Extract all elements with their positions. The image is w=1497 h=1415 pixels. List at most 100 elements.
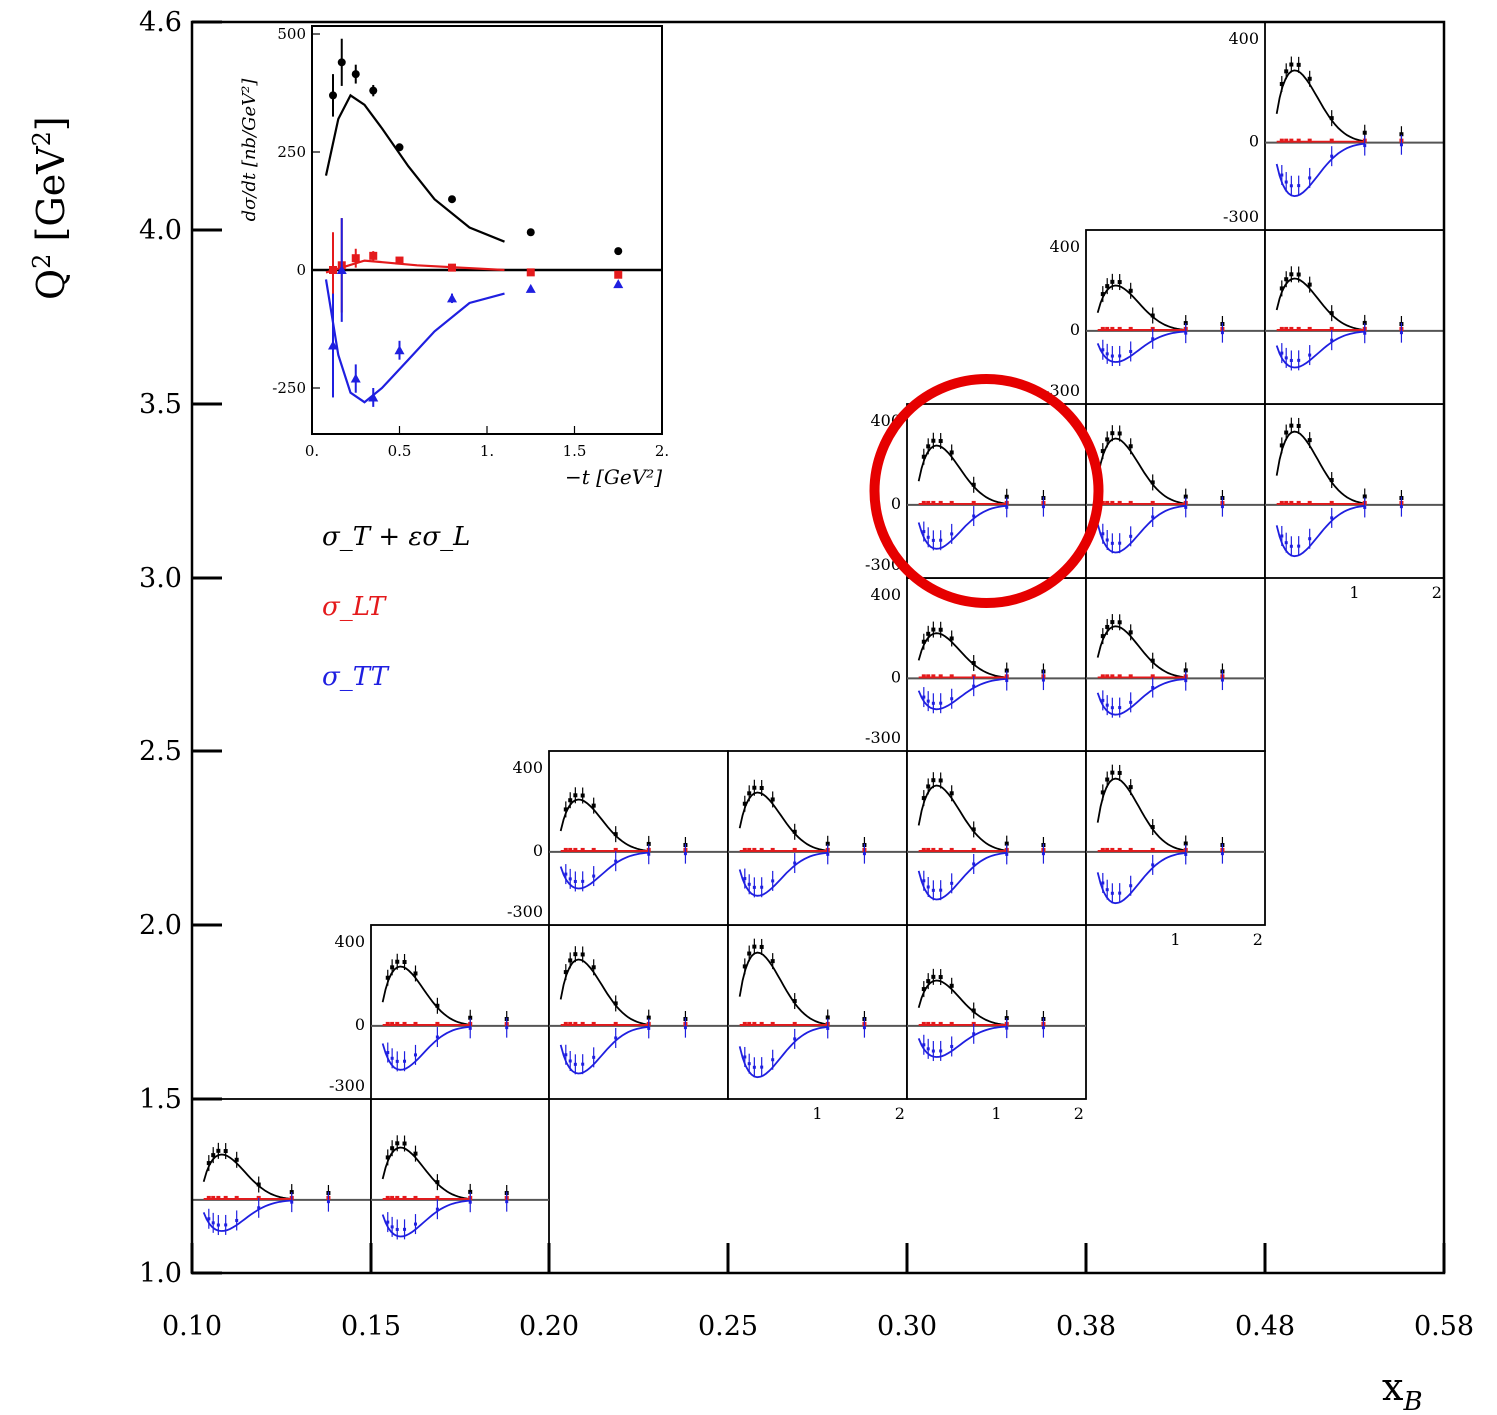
point-sigma-lt bbox=[1110, 674, 1115, 679]
point-sigma-tt bbox=[257, 1206, 261, 1210]
panel-frame bbox=[370, 924, 550, 1100]
point-sigma-lt bbox=[921, 500, 926, 505]
point-sigma-tt bbox=[1110, 891, 1114, 895]
point-sigma-tt bbox=[1105, 888, 1109, 892]
point-sigma-tt bbox=[390, 1225, 394, 1229]
point-sigma-tt bbox=[1184, 505, 1188, 509]
point-sigma-lt bbox=[752, 847, 757, 852]
point-sigma-tt bbox=[403, 1227, 407, 1231]
point-sigma-tt bbox=[1151, 515, 1155, 519]
inset-point bbox=[614, 247, 623, 256]
point-sigma-tt bbox=[647, 1026, 651, 1030]
point-sigma-tt bbox=[1220, 331, 1224, 335]
legend: σ_T + εσ_L σ_LT σ_TT bbox=[322, 522, 470, 692]
point-sigma-tt bbox=[922, 695, 926, 699]
panel-y-tick-label: 400 bbox=[870, 585, 901, 604]
point-sigma-lt bbox=[395, 1195, 400, 1200]
y-tick-label: 3.0 bbox=[139, 563, 182, 594]
point-sigma-lt bbox=[1128, 326, 1133, 331]
point-sigma-lt bbox=[568, 847, 573, 852]
point-sigma-lt bbox=[580, 1021, 585, 1026]
inset-point bbox=[395, 256, 404, 265]
point-sigma-tt bbox=[435, 1207, 439, 1211]
inset-x-tick-label: 1.5 bbox=[563, 442, 587, 460]
point-sigma-tt bbox=[581, 1062, 585, 1066]
point-sigma-tt bbox=[568, 1059, 572, 1063]
point-sigma-lt bbox=[206, 1195, 211, 1200]
inset-x-label: −t [GeV²] bbox=[565, 465, 662, 489]
point-sigma-tt bbox=[972, 1032, 976, 1036]
point-sigma-tt bbox=[793, 861, 797, 865]
point-sigma-lt bbox=[949, 1021, 954, 1026]
point-sigma-tt bbox=[207, 1217, 211, 1221]
point-sigma-lt bbox=[591, 847, 596, 852]
point-sigma-lt bbox=[792, 847, 797, 852]
point-sigma-tt bbox=[771, 879, 775, 883]
point-sigma-tt bbox=[931, 1049, 935, 1053]
point-sigma-lt bbox=[1284, 326, 1289, 331]
point-sigma-tt bbox=[926, 1047, 930, 1051]
point-sigma-tt bbox=[326, 1200, 330, 1204]
point-sigma-tt bbox=[435, 1035, 439, 1039]
point-sigma-lt bbox=[216, 1195, 221, 1200]
point-sigma-tt bbox=[1220, 678, 1224, 682]
inset-point bbox=[329, 91, 337, 100]
point-sigma-tt bbox=[1151, 686, 1155, 690]
point-sigma-lt bbox=[759, 1021, 764, 1026]
point-sigma-lt bbox=[926, 1021, 931, 1026]
point-sigma-tt bbox=[505, 1026, 509, 1030]
point-sigma-tt bbox=[1005, 852, 1009, 856]
panel-y-tick-label: 0 bbox=[891, 494, 901, 513]
point-sigma-lt bbox=[921, 1021, 926, 1026]
inset-y-tick-label: 0 bbox=[296, 261, 306, 279]
point-sigma-tt bbox=[1151, 863, 1155, 867]
point-sigma-tt bbox=[1330, 338, 1334, 342]
point-sigma-lt bbox=[1150, 674, 1155, 679]
point-sigma-tt bbox=[1220, 852, 1224, 856]
point-sigma-lt bbox=[1105, 674, 1110, 679]
point-sigma-tt bbox=[752, 1065, 756, 1069]
point-sigma-lt bbox=[563, 847, 568, 852]
point-sigma-lt bbox=[223, 1195, 228, 1200]
point-sigma-tt bbox=[1118, 706, 1122, 710]
legend-item: σ_T + εσ_L bbox=[322, 522, 470, 552]
panel-y-tick-label: 400 bbox=[1049, 237, 1080, 256]
point-sigma-lt bbox=[1117, 674, 1122, 679]
point-sigma-tt bbox=[224, 1223, 228, 1227]
point-sigma-tt bbox=[922, 530, 926, 534]
point-sigma-lt bbox=[1150, 847, 1155, 852]
point-sigma-tt bbox=[1284, 180, 1288, 184]
highlight-circle bbox=[869, 374, 1104, 608]
point-sigma-lt bbox=[1329, 326, 1334, 331]
point-sigma-lt bbox=[938, 500, 943, 505]
point-sigma-tt bbox=[922, 879, 926, 883]
point-sigma-tt bbox=[760, 1065, 764, 1069]
point-sigma-lt bbox=[1296, 500, 1301, 505]
inset-x-tick-label: 0. bbox=[305, 442, 319, 460]
point-sigma-lt bbox=[1100, 326, 1105, 331]
point-sigma-lt bbox=[938, 674, 943, 679]
point-sigma-tt bbox=[390, 1056, 394, 1060]
point-sigma-tt bbox=[926, 885, 930, 889]
x-tick-label: 0.48 bbox=[1235, 1311, 1295, 1342]
panel-y-tick-label: 0 bbox=[1249, 132, 1259, 151]
inset-point bbox=[526, 228, 535, 237]
panel-y-tick-label: 0 bbox=[1070, 320, 1080, 339]
point-sigma-lt bbox=[563, 1021, 568, 1026]
point-sigma-tt bbox=[862, 1026, 866, 1030]
point-sigma-tt bbox=[1005, 1026, 1009, 1030]
point-sigma-tt bbox=[1129, 349, 1133, 353]
point-sigma-tt bbox=[1330, 516, 1334, 520]
inset-plot: 500 250 0 -250 0. 0.5 1. 1.5 2. dσ/dt [nb/GeV²] −t… bbox=[239, 25, 669, 489]
point-sigma-lt bbox=[926, 500, 931, 505]
point-sigma-tt bbox=[1129, 884, 1133, 888]
inset-point bbox=[394, 345, 405, 355]
point-sigma-lt bbox=[1279, 326, 1284, 331]
point-sigma-tt bbox=[743, 1055, 747, 1059]
point-sigma-tt bbox=[564, 1053, 568, 1057]
inset-point bbox=[350, 373, 361, 383]
y-tick-label: 4.6 bbox=[139, 7, 182, 38]
point-sigma-tt bbox=[1184, 852, 1188, 856]
point-sigma-tt bbox=[413, 1053, 417, 1057]
panel-y-tick-label: -300 bbox=[865, 728, 901, 747]
